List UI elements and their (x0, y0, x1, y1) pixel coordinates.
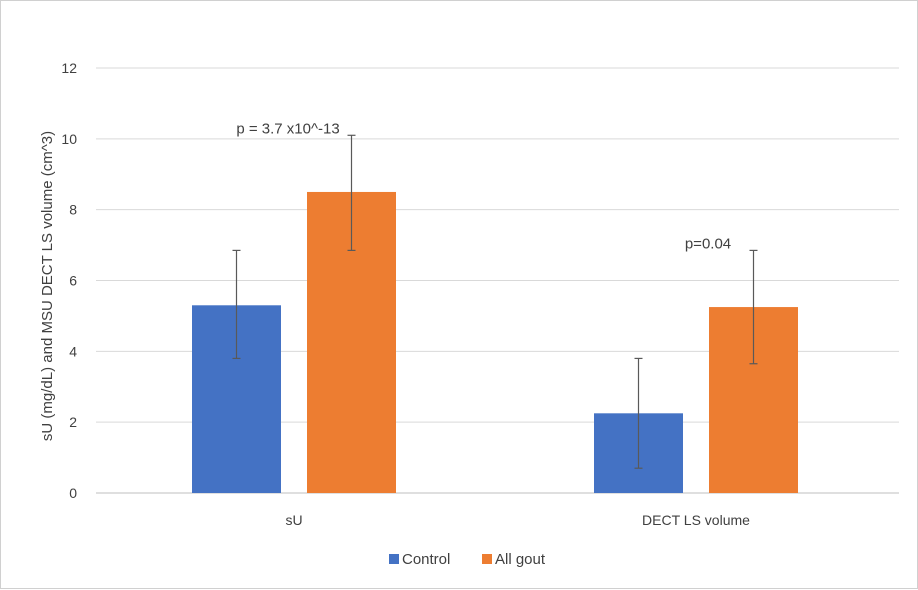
p-value-annotation: p = 3.7 x10^-13 (236, 120, 339, 137)
y-tick-labels: 0 2 4 6 8 10 12 (61, 60, 77, 501)
legend-item: Control (389, 551, 450, 568)
legend-label: Control (402, 551, 450, 568)
x-tick-label: sU (285, 512, 302, 528)
error-bars (232, 134, 758, 469)
legend-swatch (389, 554, 399, 564)
y-tick-label: 8 (69, 202, 77, 218)
y-tick-label: 12 (61, 60, 77, 76)
y-tick-label: 0 (69, 485, 77, 501)
x-tick-label: DECT LS volume (642, 512, 750, 528)
y-tick-label: 2 (69, 414, 77, 430)
error-bar (749, 249, 758, 365)
y-tick-label: 4 (69, 343, 77, 359)
error-bar (634, 357, 643, 469)
error-bar (232, 249, 241, 360)
annotations: p = 3.7 x10^-13 p=0.04 (236, 120, 731, 252)
legend-item: All gout (482, 551, 546, 568)
legend-label: All gout (495, 551, 546, 568)
y-tick-label: 6 (69, 273, 77, 289)
y-axis-label: sU (mg/dL) and MSU DECT LS volume (cm^3) (39, 131, 56, 441)
legend: Control All gout (389, 551, 546, 568)
error-bar (347, 134, 356, 251)
p-value-annotation: p=0.04 (685, 235, 731, 252)
x-tick-labels: sU DECT LS volume (285, 512, 750, 528)
legend-swatch (482, 554, 492, 564)
y-tick-label: 10 (61, 131, 77, 147)
